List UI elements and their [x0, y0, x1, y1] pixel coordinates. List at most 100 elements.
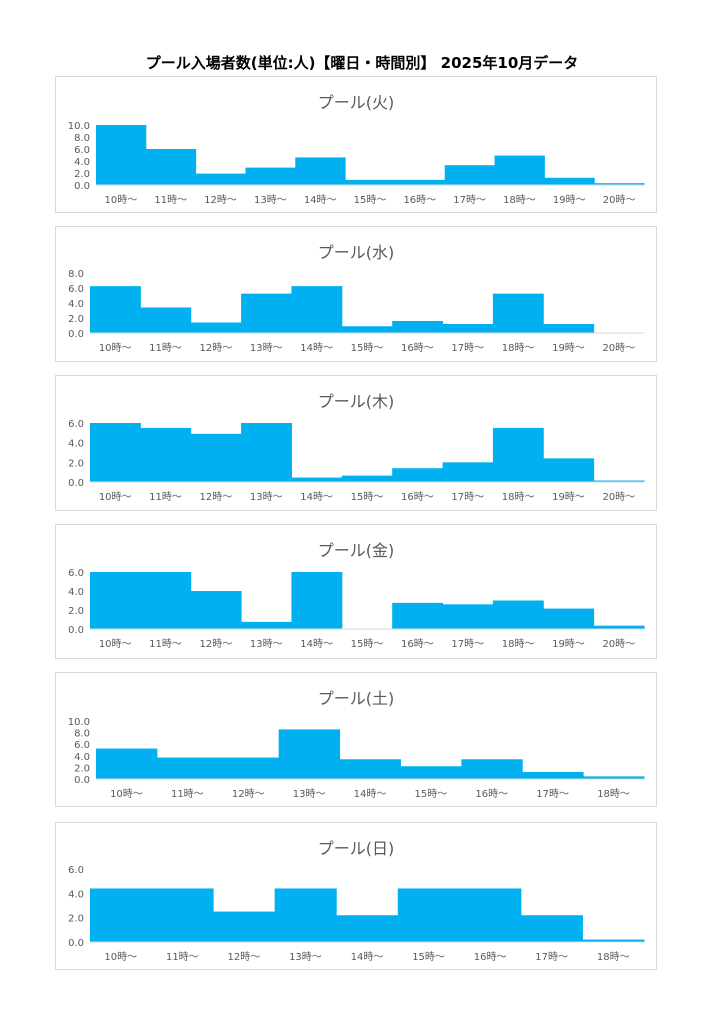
y-tick-label: 2.0: [74, 169, 90, 180]
x-tick-label: 17時～: [535, 951, 568, 963]
x-tick-label: 16時～: [403, 194, 436, 206]
x-tick-label: 10時～: [105, 194, 138, 206]
bar: [442, 462, 494, 482]
y-tick-label: 4.0: [68, 889, 84, 900]
x-tick-label: 12時～: [232, 788, 265, 800]
chart-title: プール(木): [317, 392, 395, 411]
x-tick-label: 18時～: [597, 951, 630, 963]
y-tick-label: 2.0: [74, 763, 90, 774]
x-tick-label: 11時～: [154, 194, 187, 206]
bar: [90, 572, 141, 629]
x-tick-label: 13時～: [289, 951, 322, 963]
x-tick-label: 19時～: [553, 194, 586, 206]
x-tick-label: 18時～: [502, 342, 535, 354]
x-tick-label: 15時～: [351, 342, 384, 354]
bar: [90, 286, 141, 333]
y-tick-label: 2.0: [68, 458, 84, 469]
x-tick-label: 20時～: [602, 491, 635, 503]
x-tick-label: 11時～: [166, 951, 199, 963]
chart-svg: 0.0 2.0 4.0 6.0 8.0 10時～ 11時～ 12時～ 13時～ 14時～ 15時～ 1…: [68, 269, 644, 354]
x-tick-label: 13時～: [250, 342, 283, 354]
bar: [190, 322, 242, 333]
y-tick-label: 4.0: [68, 587, 84, 598]
x-tick-label: 14時～: [351, 951, 384, 963]
bar: [341, 326, 393, 333]
x-tick-label: 13時～: [293, 788, 326, 800]
bar: [291, 477, 343, 482]
bar: [461, 759, 523, 779]
x-tick-label: 12時～: [228, 951, 261, 963]
bar: [392, 321, 444, 333]
chart-thursday: 0.0 2.0 4.0 6.0 10時～ 11時～ 12時～ 13時～ 14時～ 15時～ 16時～…: [55, 375, 657, 511]
chart-svg: 0.0 2.0 4.0 6.0 10時～ 11時～ 12時～ 13時～ 14時～ 15時～ 16時～…: [68, 568, 645, 650]
bar: [341, 475, 393, 482]
chart-title: プール(金): [317, 541, 395, 560]
bar: [90, 888, 153, 942]
bar: [543, 324, 595, 333]
chart-sunday: 0.0 2.0 4.0 6.0 10時～ 11時～ 12時～ 13時～ 14時～ 15時～ 16時～…: [55, 822, 657, 970]
x-tick-label: 11時～: [149, 342, 182, 354]
y-tick-label: 0.0: [68, 625, 84, 636]
x-tick-label: 14時～: [300, 638, 333, 650]
x-tick-label: 13時～: [250, 491, 283, 503]
bar: [583, 776, 645, 779]
x-tick-label: 10時～: [99, 491, 132, 503]
y-tick-label: 0.0: [74, 181, 90, 192]
x-tick-label: 14時～: [304, 194, 337, 206]
x-tick-label: 20時～: [602, 342, 635, 354]
bar: [520, 915, 583, 942]
y-tick-label: 2.0: [68, 314, 84, 325]
bar: [336, 915, 399, 942]
y-tick-label: 6.0: [74, 740, 90, 751]
y-tick-label: 0.0: [68, 478, 84, 489]
y-tick-label: 6.0: [68, 865, 84, 876]
bar: [593, 625, 645, 629]
chart-tuesday: 0.0 2.0 4.0 6.0 8.0 10.0 10時～ 11時～ 12時～ 13時～ 14時～ 1…: [55, 76, 657, 213]
bar: [392, 602, 444, 629]
bar: [400, 766, 462, 779]
bar: [274, 888, 337, 942]
bar: [394, 179, 446, 185]
y-tick-label: 6.0: [68, 419, 84, 430]
bar: [442, 324, 494, 333]
x-tick-label: 15時～: [415, 788, 448, 800]
bar: [213, 911, 276, 942]
chart-friday: 0.0 2.0 4.0 6.0 10時～ 11時～ 12時～ 13時～ 14時～ 15時～ 16時～…: [55, 524, 657, 659]
bar: [140, 572, 192, 629]
bar: [245, 167, 296, 185]
x-tick-label: 13時～: [250, 638, 283, 650]
y-tick-label: 8.0: [74, 133, 90, 144]
bar: [492, 600, 544, 629]
bar: [291, 286, 343, 333]
chart-svg: 0.02.04.06.08.010.0 10時～ 11時～ 12時～ 13時～ 14時～ 1…: [68, 717, 645, 800]
bar: [145, 149, 197, 185]
x-tick-label: 17時～: [451, 638, 484, 650]
chart-title: プール(日): [317, 839, 395, 858]
bar: [241, 621, 292, 629]
x-tick-label: 15時～: [412, 951, 445, 963]
y-tick-label: 0.0: [68, 938, 84, 949]
bar: [442, 604, 494, 629]
x-tick-label: 14時～: [300, 491, 333, 503]
y-tick-label: 2.0: [68, 914, 84, 925]
x-tick-label: 19時～: [552, 491, 585, 503]
bar: [190, 433, 242, 482]
x-tick-label: 10時～: [110, 788, 143, 800]
bar: [492, 427, 544, 482]
bar: [241, 423, 292, 482]
x-tick-label: 16時～: [401, 342, 434, 354]
x-tick-label: 13時～: [254, 194, 287, 206]
x-tick-label: 12時～: [204, 194, 237, 206]
bar: [190, 591, 242, 629]
y-tick-label: 4.0: [74, 752, 90, 763]
x-tick-label: 19時～: [552, 342, 585, 354]
bar: [96, 125, 147, 185]
bar: [339, 759, 401, 779]
bar: [544, 177, 595, 185]
x-tick-label: 16時～: [401, 638, 434, 650]
x-tick-label: 14時～: [300, 342, 333, 354]
y-tick-label: 4.0: [68, 299, 84, 310]
x-tick-label: 12時～: [200, 491, 233, 503]
x-tick-label: 15時～: [351, 491, 384, 503]
x-tick-label: 15時～: [351, 638, 384, 650]
